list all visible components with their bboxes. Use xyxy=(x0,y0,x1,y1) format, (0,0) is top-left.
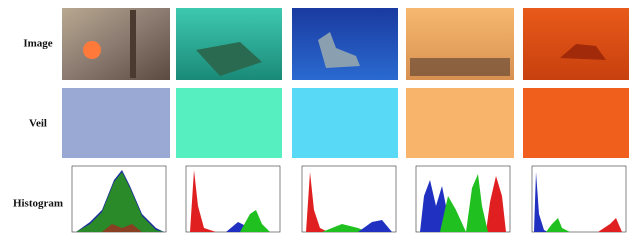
veils xyxy=(62,88,629,158)
image-detail xyxy=(83,41,101,59)
histogram xyxy=(415,165,511,233)
histogram xyxy=(531,165,627,233)
images xyxy=(62,8,629,80)
histogram xyxy=(185,165,281,233)
veil xyxy=(292,88,398,158)
image-detail xyxy=(130,10,136,78)
veil xyxy=(523,88,629,158)
veil xyxy=(176,88,282,158)
row-label: Veil xyxy=(29,118,47,130)
histograms xyxy=(71,165,627,233)
histogram xyxy=(301,165,397,233)
veil xyxy=(406,88,514,158)
veil xyxy=(62,88,170,158)
histogram xyxy=(71,165,167,233)
row-label: Histogram xyxy=(13,198,63,210)
row-label: Image xyxy=(23,38,52,50)
image-detail xyxy=(560,44,606,60)
image-detail xyxy=(410,58,510,76)
image xyxy=(62,8,170,80)
image-detail xyxy=(318,32,360,68)
image xyxy=(292,8,398,80)
image-detail xyxy=(196,42,262,76)
